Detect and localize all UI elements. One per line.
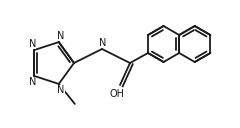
Text: N: N (57, 31, 65, 41)
Text: N: N (29, 77, 36, 87)
Text: OH: OH (109, 89, 125, 99)
Text: N: N (29, 39, 36, 49)
Text: N: N (57, 85, 65, 95)
Text: N: N (99, 38, 107, 47)
